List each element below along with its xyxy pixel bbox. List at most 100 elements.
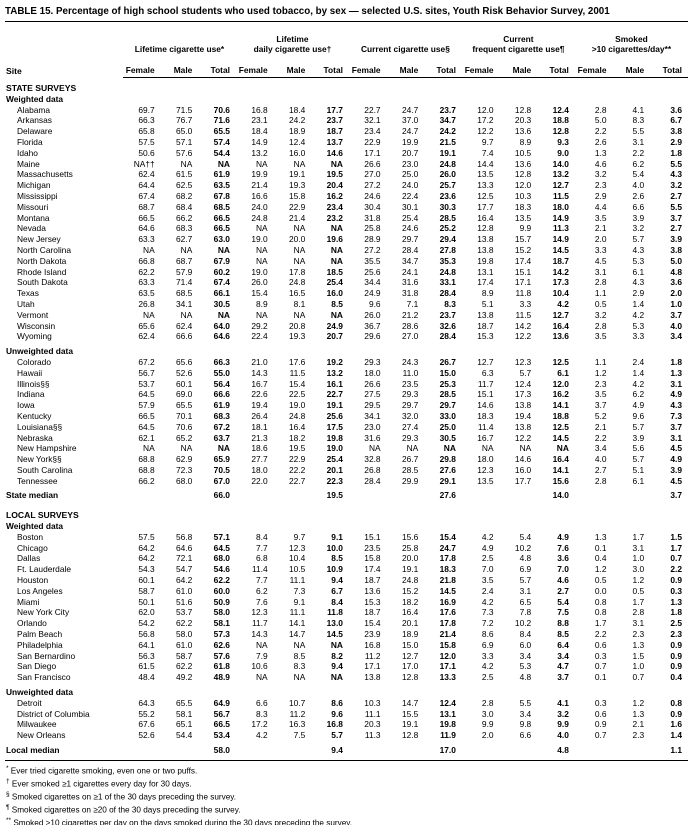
- site-cell: Wyoming: [17, 331, 52, 342]
- value-cell: 5.2: [594, 410, 607, 421]
- table-row: North Dakota 66.8 68.7 67.9 NA NA NA 35.5 34.7 35…: [5, 256, 688, 267]
- section-header-row: STATE SURVEYS: [5, 78, 688, 94]
- site-cell: Maine: [17, 158, 40, 169]
- value-cell: 55.2: [138, 708, 155, 719]
- value-cell: 10.6: [251, 661, 268, 672]
- site-cell: South Dakota: [17, 277, 68, 288]
- table-row: Detroit 64.3 65.5 64.9 6.6 10.7 8.6 10.3 14.7 12.…: [5, 698, 688, 709]
- value-cell: 0.4: [594, 553, 607, 564]
- value-cell: 8.6: [331, 697, 343, 708]
- value-cell: 33.0: [439, 410, 456, 421]
- value-cell: 57.5: [138, 531, 155, 542]
- value-cell: 18.7: [364, 575, 381, 586]
- value-cell: 68.7: [176, 255, 193, 266]
- table-row: Missouri 68.7 68.4 68.5 24.0 22.9 23.4 30.4 30.1…: [5, 202, 688, 213]
- value-cell: 1.7: [632, 531, 645, 542]
- value-cell: 18.7: [477, 320, 494, 331]
- value-cell: 67.2: [213, 421, 230, 432]
- value-cell: 2.1: [594, 421, 607, 432]
- value-cell: 30.5: [213, 298, 230, 309]
- table-row: Idaho 50.6 57.6 54.4 13.2 16.0 14.6 17.1 20.7 19.…: [5, 148, 688, 159]
- value-cell: 3.2: [670, 180, 682, 191]
- value-cell: 26.4: [251, 410, 268, 421]
- table-row: Rhode Island 62.2 57.9 60.2 19.0 17.8 18.5 25.6…: [5, 267, 688, 278]
- site-cell: San Diego: [17, 661, 57, 672]
- value-cell: 19.1: [401, 564, 419, 575]
- value-cell: 22.3: [326, 475, 343, 486]
- value-cell: 3.2: [557, 708, 569, 719]
- value-cell: 5.7: [632, 454, 645, 465]
- site-cell: Miami: [17, 596, 40, 607]
- value-cell: 12.7: [401, 650, 419, 661]
- value-cell: 4.3: [670, 169, 682, 180]
- value-cell: 15.4: [364, 618, 381, 629]
- value-cell: 0.7: [594, 730, 607, 741]
- median-row: Local median 58.0 9.4 17.0 4.8 1.1: [5, 741, 688, 760]
- value-cell: 18.3: [439, 564, 456, 575]
- value-cell: 23.6: [439, 190, 456, 201]
- value-cell: NA: [180, 158, 193, 169]
- value-cell: 17.8: [288, 266, 306, 277]
- value-cell: 66.5: [213, 719, 230, 730]
- value-cell: 18.0: [251, 464, 268, 475]
- value-cell: 9.6: [632, 410, 645, 421]
- value-cell: 66.5: [213, 223, 230, 234]
- value-cell: 14.6: [326, 147, 343, 158]
- column-header-female: Female: [348, 64, 387, 78]
- value-cell: 8.9: [255, 298, 268, 309]
- value-cell: 20.4: [326, 180, 343, 191]
- table-row: New Hampshire NA NA NA 18.6 19.5 19.0 NA NA NA NA N…: [5, 443, 688, 454]
- value-cell: [387, 741, 425, 760]
- value-cell: NA: [406, 443, 419, 454]
- value-cell: 67.4: [138, 190, 155, 201]
- value-cell: 7.1: [406, 298, 419, 309]
- value-cell: 4.2: [481, 531, 494, 542]
- value-cell: 68.8: [138, 464, 155, 475]
- value-cell: NA: [519, 443, 532, 454]
- value-cell: 4.1: [632, 104, 645, 115]
- value-cell: 11.3: [364, 730, 381, 741]
- value-cell: 3.7: [670, 309, 682, 320]
- column-header-total: Total: [311, 64, 349, 78]
- value-cell: 28.5: [401, 464, 419, 475]
- footnote-marker: ¶: [6, 803, 10, 811]
- value-cell: 3.7: [670, 490, 682, 501]
- value-cell: 6.1: [632, 475, 645, 486]
- value-cell: [613, 486, 651, 505]
- section-label: Weighted data: [6, 521, 64, 532]
- value-cell: 64.2: [138, 553, 155, 564]
- value-cell: 12.4: [439, 697, 456, 708]
- value-cell: 23.7: [439, 104, 456, 115]
- value-cell: 68.8: [138, 454, 155, 465]
- value-cell: 51.6: [176, 596, 193, 607]
- value-cell: 3.1: [632, 542, 645, 553]
- value-cell: 8.3: [255, 708, 268, 719]
- value-cell: 4.8: [557, 745, 569, 756]
- value-cell: 14.3: [251, 367, 268, 378]
- value-cell: NA: [368, 443, 381, 454]
- value-cell: 19.4: [514, 410, 532, 421]
- value-cell: 63.3: [138, 234, 155, 245]
- value-cell: 19.8: [439, 719, 456, 730]
- table-row: Tennessee 66.2 68.0 67.0 22.0 22.7 22.3 28.4 29.…: [5, 476, 688, 487]
- value-cell: 67.0: [213, 475, 230, 486]
- value-cell: 16.0: [326, 288, 343, 299]
- value-cell: 70.1: [176, 410, 193, 421]
- value-cell: 14.5: [439, 585, 456, 596]
- value-cell: 61.0: [176, 585, 193, 596]
- value-cell: 6.0: [519, 639, 532, 650]
- value-cell: 30.5: [439, 432, 456, 443]
- value-cell: 6.9: [519, 564, 532, 575]
- value-cell: 1.8: [670, 356, 682, 367]
- value-cell: 24.9: [364, 288, 381, 299]
- value-cell: 3.6: [670, 277, 682, 288]
- value-cell: 1.0: [632, 661, 645, 672]
- value-cell: 60.0: [213, 585, 230, 596]
- value-cell: 3.0: [481, 708, 494, 719]
- value-cell: 7.3: [670, 410, 682, 421]
- value-cell: 19.8: [477, 255, 494, 266]
- value-cell: 12.4: [288, 136, 306, 147]
- value-cell: 7.2: [481, 618, 494, 629]
- footnote: * Ever tried cigarette smoking, even one…: [6, 764, 198, 776]
- value-cell: 13.8: [477, 234, 494, 245]
